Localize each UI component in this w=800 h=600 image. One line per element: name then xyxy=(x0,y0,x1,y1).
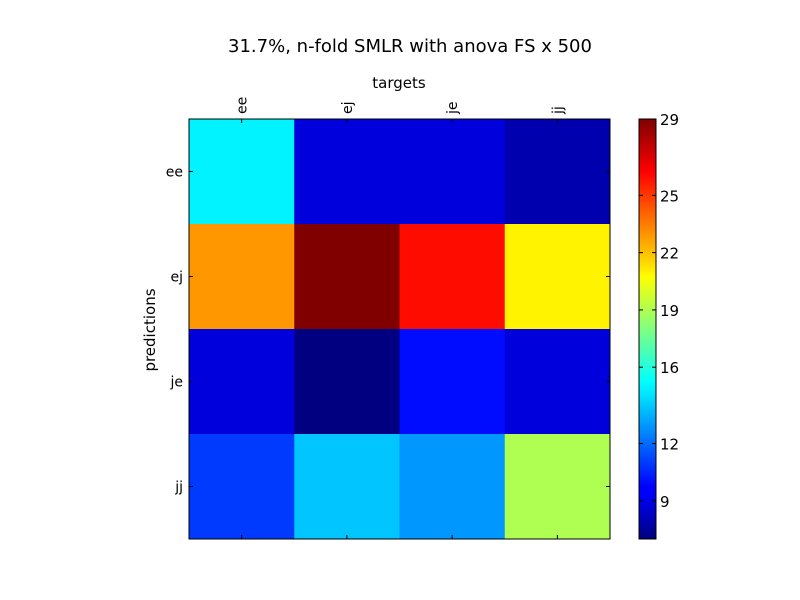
heatmap-cell-ej-jj xyxy=(504,224,611,330)
chart-title: 31.7%, n-fold SMLR with anova FS x 500 xyxy=(228,36,592,57)
heatmap-cell-je-je xyxy=(399,329,506,435)
heatmap-cells xyxy=(189,119,611,540)
heatmap-cell-jj-jj xyxy=(504,434,611,540)
x-axis-label: targets xyxy=(372,74,426,92)
colorbar-tick-label: 29 xyxy=(660,111,679,129)
heatmap-cell-jj-ej xyxy=(294,434,400,540)
colorbar-tick-group: 9 12 16 19 22 25 29 xyxy=(639,111,679,511)
heatmap-cell-ee-ej xyxy=(294,119,400,225)
y-axis-label: predictions xyxy=(141,288,159,371)
heatmap-cell-jj-je xyxy=(399,434,506,540)
x-tick-label: ej xyxy=(340,101,356,114)
x-tick-label: jj xyxy=(550,106,566,115)
heatmap-cell-ee-jj xyxy=(504,119,611,225)
heatmap-cell-je-ee xyxy=(189,329,295,435)
heatmap-cell-ej-je xyxy=(399,224,506,330)
heatmap-frame xyxy=(188,118,611,540)
x-tick-label: je xyxy=(445,101,461,115)
x-tick-label: ee xyxy=(235,97,251,114)
heatmap-cell-ee-je xyxy=(399,119,506,225)
y-tick-label: jj xyxy=(174,480,183,496)
colorbar-tick-label: 12 xyxy=(660,436,679,454)
heatmap-cell-je-jj xyxy=(504,329,611,435)
heatmap-cell-ej-ej xyxy=(294,224,400,330)
heatmap-cell-ee-ee xyxy=(189,119,295,225)
y-tick-label: ee xyxy=(166,165,183,181)
y-tick-label: je xyxy=(169,375,183,391)
colorbar-tick-label: 22 xyxy=(660,245,679,263)
colorbar-tick-label: 16 xyxy=(660,359,679,377)
colorbar-tick-label: 25 xyxy=(660,187,679,205)
y-tick-group: ee ej je jj xyxy=(166,165,610,496)
heatmap-cell-jj-ee xyxy=(189,434,295,540)
y-tick-label: ej xyxy=(170,270,183,286)
colorbar-tick-label: 9 xyxy=(660,493,670,511)
x-tick-group: ee ej je jj xyxy=(235,97,566,539)
heatmap-cell-ej-ee xyxy=(189,224,295,330)
heatmap-cell-je-ej xyxy=(294,329,400,435)
colorbar xyxy=(638,118,657,540)
colorbar-tick-label: 19 xyxy=(660,302,679,320)
